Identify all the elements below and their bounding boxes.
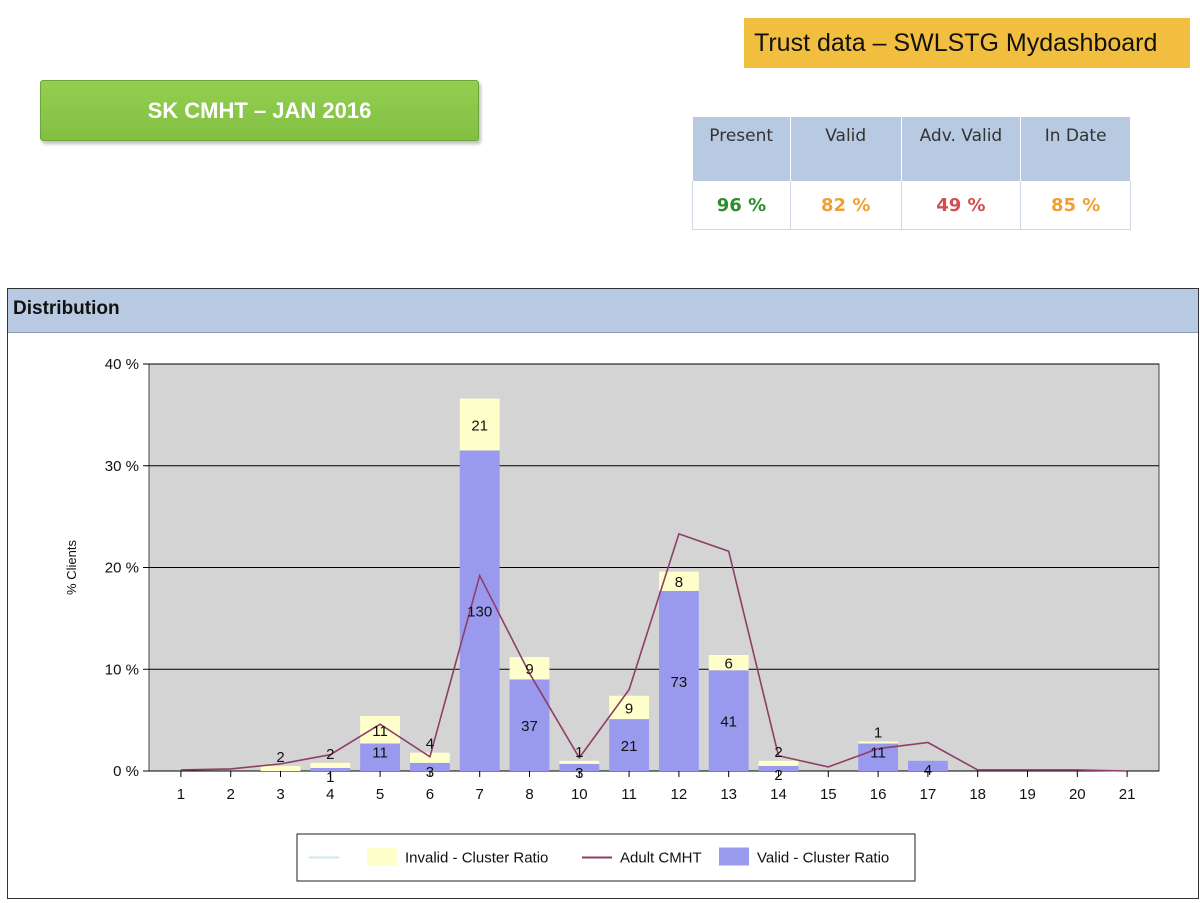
bar-invalid (758, 760, 799, 766)
distribution-panel: Distribution 0 % 10 % 20 % 30 % 40 % % Client… (7, 288, 1199, 899)
bar-invalid (658, 571, 699, 591)
bar-invalid (459, 398, 500, 451)
bar-invalid (609, 695, 650, 720)
bar-invalid (708, 655, 749, 671)
x-tick-label: 1 (177, 786, 185, 803)
distribution-panel-header: Distribution (8, 289, 1198, 333)
y-tick-label: 30 % (105, 458, 139, 475)
x-tick-label: 20 (1069, 786, 1086, 803)
bar-valid (310, 767, 351, 771)
label-invalid: 2 (276, 749, 284, 766)
label-valid: 73 (671, 674, 688, 691)
label-invalid: 11 (372, 723, 388, 740)
x-tick-label: 8 (525, 786, 533, 803)
label-valid: 41 (720, 714, 737, 731)
team-period-badge: SK CMHT – JAN 2016 (40, 80, 479, 141)
bar-valid (758, 765, 799, 771)
legend-label: Invalid - Cluster Ratio (405, 850, 548, 867)
bar-invalid (559, 760, 600, 764)
y-tick-label: 40 % (105, 356, 139, 373)
label-valid: 130 (467, 604, 492, 621)
bar-invalid (360, 716, 401, 744)
bar-valid (609, 719, 650, 771)
legend-label: Valid - Cluster Ratio (757, 850, 889, 867)
label-invalid: 9 (625, 700, 633, 717)
legend-label: Adult CMHT (620, 850, 702, 867)
label-invalid: 1 (575, 744, 583, 761)
y-tick-label: 20 % (105, 560, 139, 577)
bar-invalid (260, 765, 301, 771)
data-quality-table: Present Valid Adv. Valid In Date 96 % 82… (692, 117, 1131, 230)
bar-invalid (310, 762, 351, 768)
label-invalid: 1 (874, 724, 882, 741)
legend-swatch-box (719, 847, 749, 866)
bar-valid (658, 590, 699, 771)
y-axis-label: % Clients (64, 540, 79, 595)
label-valid: 37 (521, 718, 538, 735)
label-valid: 11 (372, 745, 388, 762)
label-invalid: 21 (471, 418, 488, 435)
present-value: 96 % (692, 181, 791, 230)
x-tick-label: 10 (571, 786, 588, 803)
dashboard-title: Trust data – SWLSTG Mydashboard (744, 18, 1190, 68)
bar-valid (708, 670, 749, 771)
in-date-value: 85 % (1020, 181, 1131, 230)
label-invalid: 2 (774, 744, 782, 761)
label-valid: 1 (326, 769, 334, 786)
x-tick-label: 4 (326, 786, 334, 803)
y-tick-label: 10 % (105, 661, 139, 678)
label-invalid: 2 (326, 746, 334, 763)
x-tick-label: 7 (476, 786, 484, 803)
data-quality-header-row: Present Valid Adv. Valid In Date (692, 117, 1131, 181)
bar-invalid (409, 752, 450, 763)
bar-valid (459, 450, 500, 771)
x-tick-label: 15 (820, 786, 837, 803)
x-tick-label: 6 (426, 786, 434, 803)
bar-invalid (858, 741, 899, 744)
bar-valid (907, 760, 948, 771)
in-date-header: In Date (1020, 117, 1131, 181)
x-tick-label: 16 (870, 786, 887, 803)
panel-title: Distribution (13, 298, 120, 319)
x-tick-label: 18 (969, 786, 986, 803)
label-valid: 4 (924, 762, 932, 779)
x-tick-label: 12 (671, 786, 688, 803)
x-tick-label: 5 (376, 786, 384, 803)
label-valid: 21 (621, 738, 638, 755)
bar-valid (409, 762, 450, 771)
legend-swatch-box (367, 847, 397, 866)
adv-valid-value: 49 % (901, 181, 1022, 230)
x-tick-label: 2 (227, 786, 235, 803)
x-tick-label: 21 (1119, 786, 1136, 803)
x-tick-label: 11 (621, 786, 637, 803)
y-tick-label: 0 % (113, 763, 139, 780)
bar-valid (559, 763, 600, 771)
valid-header: Valid (790, 117, 902, 181)
present-header: Present (692, 117, 791, 181)
x-tick-label: 19 (1019, 786, 1036, 803)
label-invalid: 4 (426, 736, 434, 753)
label-valid: 11 (870, 745, 886, 762)
label-invalid: 8 (675, 574, 683, 591)
valid-value: 82 % (790, 181, 902, 230)
x-tick-label: 13 (720, 786, 737, 803)
bar-valid (360, 743, 401, 771)
label-invalid: 9 (525, 661, 533, 678)
x-tick-label: 14 (770, 786, 787, 803)
x-tick-label: 17 (920, 786, 937, 803)
adv-valid-header: Adv. Valid (901, 117, 1022, 181)
bar-invalid (509, 657, 550, 680)
label-invalid: 6 (725, 656, 733, 673)
data-quality-value-row: 96 % 82 % 49 % 85 % (692, 181, 1131, 230)
line-adult-cmht (180, 532, 1128, 772)
x-tick-label: 3 (276, 786, 284, 803)
